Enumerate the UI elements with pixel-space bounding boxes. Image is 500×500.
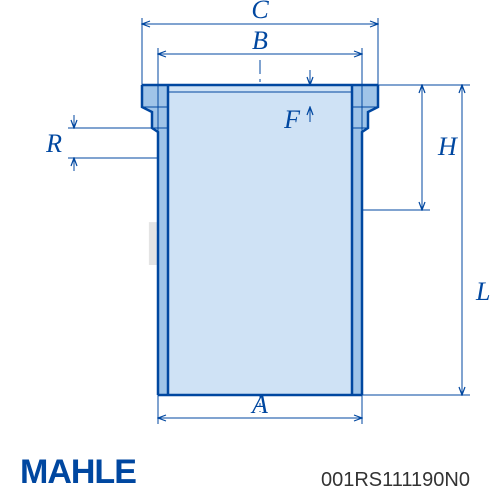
outline-right-outer [362, 85, 378, 395]
brand-logo: MAHLE [20, 453, 136, 492]
dim-label-h: H [437, 132, 458, 161]
dim-label-c: C [251, 0, 269, 24]
part-number: 001RS111190N0 [321, 469, 470, 492]
dim-label-b: B [252, 26, 268, 55]
liner-silhouette [142, 85, 378, 395]
footer: MAHLE 001RS111190N0 [0, 453, 500, 492]
dim-label-a: A [250, 390, 268, 419]
dim-label-l: L [475, 277, 490, 306]
dim-label-r: R [45, 129, 62, 158]
dim-label-f: F [283, 105, 301, 134]
technical-drawing: MAHLE C B F [0, 0, 500, 430]
